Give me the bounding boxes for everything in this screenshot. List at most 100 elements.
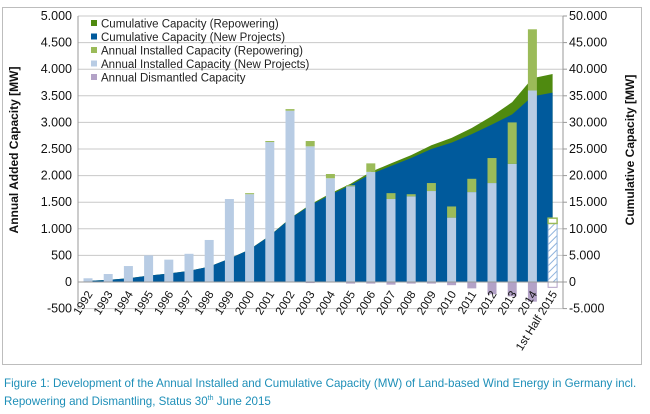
bar-annual-new-projects [366, 171, 376, 282]
figure-caption: Figure 1: Development of the Annual Inst… [4, 376, 648, 409]
bar-annual-dismantled [527, 282, 537, 302]
bar-annual-new-projects [265, 142, 275, 282]
bar-annual-new-projects [204, 239, 214, 282]
bar-annual-new-projects [285, 110, 295, 282]
bar-annual-repowering [507, 122, 517, 164]
y2-tick-label: 50.000 [569, 9, 607, 23]
y-tick-label: 500 [51, 248, 72, 262]
bar-annual-repowering [426, 183, 436, 192]
bar-annual-new-projects [346, 186, 356, 282]
bar-annual-new-projects [305, 146, 315, 282]
y-tick-label: 2.000 [41, 169, 72, 183]
bar-annual-new-projects [487, 183, 497, 282]
bar-annual-new-projects [144, 255, 154, 282]
y-tick-label: 2.500 [41, 142, 72, 156]
bar-annual-new-projects [386, 199, 396, 282]
legend-label: Annual Dismantled Capacity [101, 73, 246, 85]
x-tick-label: 1998 [193, 289, 217, 317]
bar-annual-new-projects [83, 278, 93, 282]
bar-annual-new-projects [527, 90, 537, 282]
bar-annual-repowering [467, 178, 477, 193]
y2-tick-label: 40.000 [569, 62, 607, 76]
bar-annual-new-projects [507, 163, 517, 282]
y-tick-label: 3.500 [41, 89, 72, 103]
x-tick-label: 1996 [153, 289, 177, 317]
x-tick-label: 2009 [415, 289, 439, 317]
bar-annual-new-projects [164, 259, 174, 282]
bar-annual-new-projects [224, 199, 234, 282]
bar-annual-new-projects [547, 222, 558, 283]
y2-tick-label: 10.000 [569, 222, 607, 236]
legend-label: Annual Installed Capacity (Repowering) [101, 46, 303, 58]
x-tick-label: 2010 [435, 289, 459, 317]
bar-annual-new-projects [447, 217, 457, 282]
y2-tick-label: 15.000 [569, 195, 607, 209]
y2-axis-label: Cumulative Capacity [MW] [623, 75, 637, 226]
caption-sup: th [207, 395, 214, 402]
y-tick-label: 4.500 [41, 36, 72, 50]
bar-annual-repowering [346, 185, 356, 187]
bar-annual-repowering [245, 193, 255, 195]
bar-annual-new-projects [103, 274, 113, 282]
x-tick-label: 2008 [395, 289, 419, 317]
bar-annual-dismantled [487, 282, 497, 295]
bar-annual-repowering [265, 141, 275, 143]
caption-tail: June 2015 [213, 394, 271, 408]
y-tick-label: 0 [65, 275, 72, 289]
y-tick-label: 1.000 [41, 222, 72, 236]
x-tick-label: 1997 [173, 289, 197, 317]
bar-annual-repowering [487, 158, 497, 184]
bar-annual-repowering [406, 194, 416, 197]
x-tick-label: 2007 [375, 289, 399, 317]
x-tick-label: 2013 [496, 289, 520, 317]
chart-frame [2, 7, 642, 365]
x-tick-label: 2012 [476, 289, 500, 317]
x-tick-label: 2011 [456, 289, 479, 316]
y2-tick-label: 5.000 [569, 248, 600, 262]
y-tick-label: -500 [47, 302, 72, 316]
bar-annual-dismantled [366, 282, 376, 284]
bar-annual-new-projects [245, 194, 255, 282]
bar-annual-new-projects [184, 253, 194, 282]
legend-swatch [91, 33, 97, 40]
y2-tick-label: 30.000 [569, 115, 607, 129]
bar-annual-dismantled [346, 282, 356, 284]
x-tick-label: 2006 [355, 289, 379, 317]
bar-annual-new-projects [426, 191, 436, 282]
bar-annual-new-projects [406, 196, 416, 282]
area-cumulative-new-projects [88, 92, 553, 282]
bar-annual-new-projects [123, 266, 133, 282]
bar-annual-repowering [325, 174, 335, 179]
bar-annual-repowering [386, 193, 396, 200]
y2-tick-label: -5.000 [569, 302, 604, 316]
x-tick-label: 2003 [294, 289, 318, 317]
bar-annual-new-projects [325, 178, 335, 282]
y2-tick-label: 35.000 [569, 89, 607, 103]
x-tick-label: 1994 [112, 289, 136, 318]
y2-tick-label: 20.000 [569, 169, 607, 183]
bar-annual-repowering [547, 217, 558, 225]
x-tick-label: 2005 [334, 289, 358, 317]
legend-label: Cumulative Capacity (Repowering) [101, 19, 279, 31]
chart: -500 -5.000 0 0 500 5.000 1.000 10.000 1.500 15.0… [7, 9, 637, 353]
bar-annual-repowering [527, 29, 537, 91]
bar-annual-repowering [447, 206, 457, 218]
legend-swatch [91, 60, 97, 67]
bar-annual-dismantled [447, 282, 457, 286]
x-tick-label: 2004 [314, 289, 338, 318]
bar-annual-dismantled [406, 282, 416, 284]
bar-annual-dismantled [547, 281, 558, 288]
bar-annual-dismantled [426, 282, 436, 284]
y-tick-label: 3.000 [41, 115, 72, 129]
legend-swatch [91, 20, 97, 26]
bar-annual-dismantled [386, 282, 396, 285]
x-tick-label: 2000 [233, 289, 257, 317]
legend-swatch [91, 47, 97, 53]
bar-annual-repowering [305, 141, 315, 147]
y-tick-label: 5.000 [41, 9, 72, 23]
x-tick-label: 2001 [254, 289, 278, 317]
bar-annual-new-projects [467, 192, 477, 282]
x-tick-label: 1992 [72, 289, 96, 317]
x-tick-label: 2002 [274, 289, 298, 317]
caption-text: Figure 1: Development of the Annual Inst… [4, 377, 637, 408]
